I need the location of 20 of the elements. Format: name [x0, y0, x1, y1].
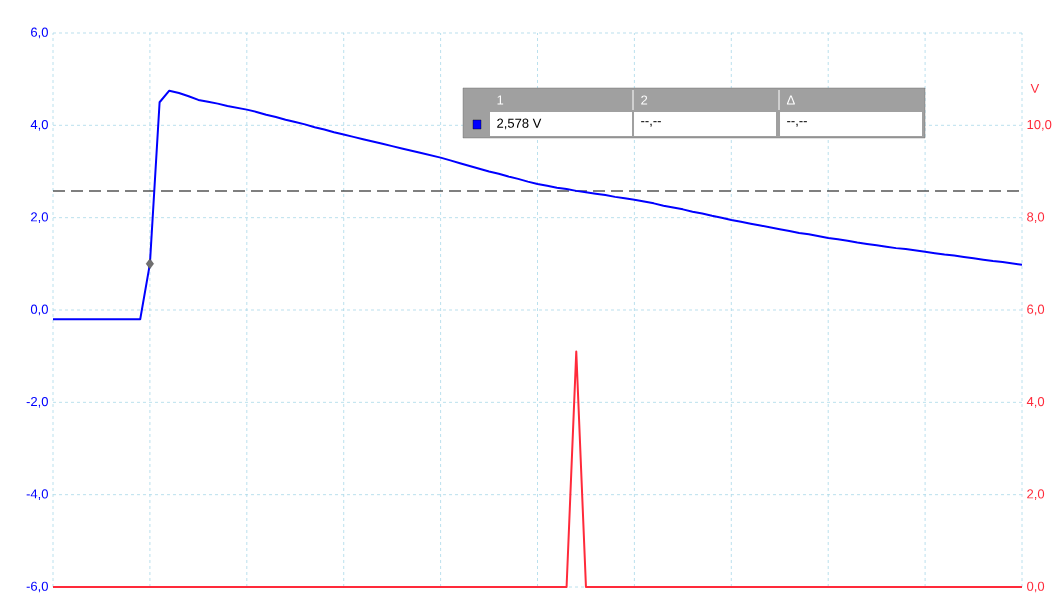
y2-tick-label: 6,0: [1027, 304, 1045, 316]
y2-tick-label: 8,0: [1027, 212, 1045, 224]
annotation: --,--: [787, 121, 807, 127]
y2-tick-label: 0,0: [1027, 581, 1045, 593]
y2-tick-label: 10,0: [1027, 119, 1052, 131]
y2-axis-title: V: [1030, 83, 1040, 93]
annotation: 1: [497, 95, 504, 105]
y-tick-label: -6,0: [26, 581, 48, 593]
y-tick-label: 4,0: [30, 119, 48, 131]
y-tick-label: 2,0: [31, 212, 48, 224]
y-tick-label: 6,0: [31, 27, 48, 39]
y2-tick-label: 4,0: [1026, 396, 1045, 408]
y-tick-label: -2,0: [26, 396, 48, 408]
annotation: --,--: [641, 121, 661, 127]
annotation: 2,578 V: [497, 118, 542, 130]
annotation: 2: [641, 95, 648, 105]
y-tick-label: 0,0: [30, 304, 48, 316]
y-tick-label: -4,0: [26, 489, 48, 501]
annotation: Δ: [786, 95, 795, 105]
y2-tick-label: 2,0: [1027, 489, 1045, 501]
